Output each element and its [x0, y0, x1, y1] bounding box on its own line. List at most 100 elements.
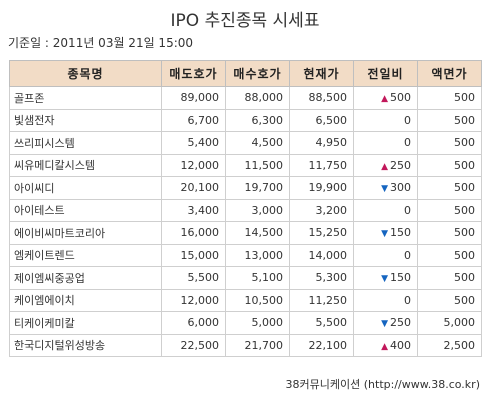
stock-name-value: 골프존: [14, 91, 45, 105]
change-value: 0: [404, 113, 411, 127]
stock-name-cell: 에이비씨마트코리아: [9, 221, 162, 245]
change-value: 0: [404, 203, 411, 217]
ask-price-cell: 5,500: [161, 266, 226, 290]
par-value-value: 500: [454, 271, 475, 285]
par-value-cell: 500: [417, 243, 482, 267]
current-price-cell: 19,900: [289, 176, 354, 200]
ask-price-cell: 12,000: [161, 153, 226, 177]
ask-price-cell: 89,000: [161, 86, 226, 110]
col-header-bid: 매수호가: [225, 60, 290, 87]
current-price-value: 11,250: [308, 293, 348, 307]
stock-name-cell: 제이엠씨중공업: [9, 266, 162, 290]
change-cell: ▲ 400: [353, 333, 418, 357]
ask-price-value: 15,000: [180, 248, 220, 262]
stock-name-cell: 티케이케미칼: [9, 311, 162, 335]
current-price-cell: 5,500: [289, 311, 354, 335]
bid-price-cell: 21,700: [225, 333, 290, 357]
up-arrow-icon: ▲: [381, 341, 388, 352]
bid-price-cell: 4,500: [225, 131, 290, 155]
current-price-cell: 11,750: [289, 153, 354, 177]
bid-price-value: 4,500: [251, 136, 284, 150]
current-price-cell: 14,000: [289, 243, 354, 267]
current-price-value: 19,900: [308, 181, 348, 195]
bid-price-value: 5,000: [251, 316, 284, 330]
ask-price-value: 20,100: [180, 181, 220, 195]
bid-price-cell: 13,000: [225, 243, 290, 267]
table-row: 티케이케미칼 6,000 5,000 5,500 ▼ 250 5,000: [9, 311, 482, 335]
stock-name-cell: 아이씨디: [9, 176, 162, 200]
change-cell: 0: [353, 198, 418, 222]
par-value-value: 500: [454, 181, 475, 195]
bid-price-value: 5,100: [251, 271, 284, 285]
par-value-cell: 500: [417, 266, 482, 290]
bid-price-cell: 6,300: [225, 108, 290, 132]
up-arrow-icon: ▲: [381, 94, 388, 105]
par-value-cell: 500: [417, 288, 482, 312]
stock-name-cell: 씨유메디칼시스템: [9, 153, 162, 177]
down-arrow-icon: ▼: [381, 274, 388, 285]
bid-price-cell: 88,000: [225, 86, 290, 110]
par-value-cell: 500: [417, 153, 482, 177]
change-cell: 0: [353, 131, 418, 155]
bid-price-value: 10,500: [244, 293, 284, 307]
bid-price-value: 11,500: [244, 158, 284, 172]
col-header-ask: 매도호가: [161, 60, 226, 87]
table-row: 제이엠씨중공업 5,500 5,100 5,300 ▼ 150 500: [9, 266, 482, 290]
table-row: 케이엠에이치 12,000 10,500 11,250 0 500: [9, 288, 482, 312]
stock-name-value: 케이엠에이치: [14, 294, 75, 308]
change-value: 500: [390, 91, 411, 105]
ask-price-value: 22,500: [180, 338, 220, 352]
ask-price-value: 16,000: [180, 226, 220, 240]
ask-price-cell: 20,100: [161, 176, 226, 200]
stock-name-cell: 엠케이트렌드: [9, 243, 162, 267]
stock-name-cell: 빛샘전자: [9, 108, 162, 132]
bid-price-value: 6,300: [251, 113, 284, 127]
current-price-cell: 15,250: [289, 221, 354, 245]
ask-price-value: 12,000: [180, 293, 220, 307]
table-row: 아이테스트 3,400 3,000 3,200 0 500: [9, 198, 482, 222]
table-header-row: 종목명 매도호가 매수호가 현재가 전일비 액면가: [9, 60, 482, 87]
stock-name-value: 한국디지털위성방송: [14, 339, 106, 353]
bid-price-value: 14,500: [244, 226, 284, 240]
change-value: 250: [390, 316, 411, 330]
par-value-value: 500: [454, 293, 475, 307]
change-value: 150: [390, 271, 411, 285]
stock-name-cell: 한국디지털위성방송: [9, 333, 162, 357]
ask-price-value: 6,700: [187, 113, 220, 127]
ask-price-cell: 15,000: [161, 243, 226, 267]
par-value-value: 500: [454, 226, 475, 240]
current-price-cell: 5,300: [289, 266, 354, 290]
stock-name-value: 쓰리피시스템: [14, 136, 75, 150]
bid-price-cell: 5,000: [225, 311, 290, 335]
stock-name-value: 빛샘전자: [14, 114, 55, 128]
current-price-value: 11,750: [308, 158, 348, 172]
col-header-par: 액면가: [417, 60, 482, 87]
change-cell: ▼ 150: [353, 221, 418, 245]
ask-price-cell: 12,000: [161, 288, 226, 312]
bid-price-cell: 19,700: [225, 176, 290, 200]
bid-price-cell: 3,000: [225, 198, 290, 222]
up-arrow-icon: ▲: [381, 161, 388, 172]
par-value-cell: 2,500: [417, 333, 482, 357]
ask-price-value: 6,000: [187, 316, 220, 330]
bid-price-cell: 14,500: [225, 221, 290, 245]
current-price-value: 15,250: [308, 226, 348, 240]
par-value-value: 500: [454, 91, 475, 105]
par-value-cell: 500: [417, 131, 482, 155]
current-price-value: 14,000: [308, 248, 348, 262]
par-value-value: 500: [454, 203, 475, 217]
change-value: 0: [404, 293, 411, 307]
page-title: IPO 추진종목 시세표: [170, 11, 320, 31]
current-price-value: 88,500: [308, 91, 348, 105]
par-value-cell: 500: [417, 176, 482, 200]
change-value: 400: [390, 338, 411, 352]
change-cell: 0: [353, 288, 418, 312]
change-value: 250: [390, 158, 411, 172]
current-price-value: 4,950: [315, 136, 348, 150]
par-value-cell: 500: [417, 86, 482, 110]
par-value-value: 500: [454, 113, 475, 127]
current-price-value: 22,100: [308, 338, 348, 352]
down-arrow-icon: ▼: [381, 184, 388, 195]
ask-price-cell: 6,000: [161, 311, 226, 335]
current-price-cell: 88,500: [289, 86, 354, 110]
